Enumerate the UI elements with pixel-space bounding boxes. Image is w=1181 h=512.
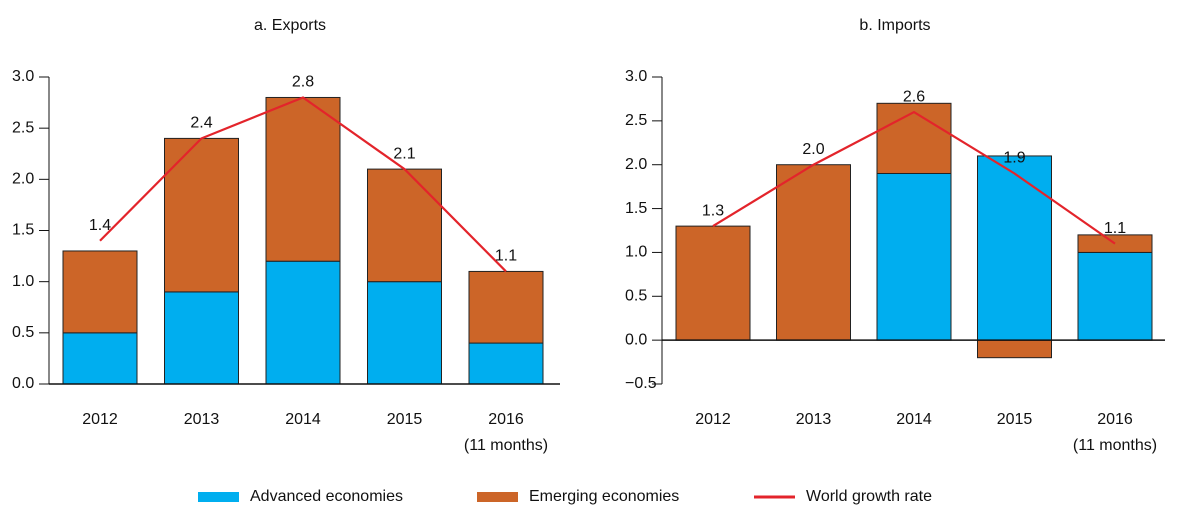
bar: [164, 291, 239, 385]
world-line: [99, 96, 507, 273]
y-tick-label: 2.0: [625, 156, 647, 173]
legend-swatch: [477, 492, 518, 502]
world-line: [712, 110, 1116, 245]
legend-label: World growth rate: [806, 488, 932, 505]
bar: [675, 225, 751, 341]
data-label: 2.8: [292, 74, 314, 91]
y-tick-label: 0.5: [625, 288, 647, 305]
x-tick-label: 2012: [82, 411, 118, 428]
y-tick-label: 2.5: [12, 119, 34, 136]
x-tick-label: 2014: [896, 411, 932, 428]
x-tick-label: 2016 (11 months): [1073, 411, 1157, 454]
bar: [265, 96, 341, 262]
data-label: 2.1: [393, 145, 415, 162]
chart-title: a. Exports: [254, 17, 326, 34]
y-tick-label: 2.5: [625, 112, 647, 129]
x-tick-label: 2015: [997, 411, 1033, 428]
bar: [265, 260, 341, 385]
y-tick-label: 0.0: [12, 375, 34, 392]
y-tick-label: 2.0: [12, 171, 34, 188]
y-tick-label: 1.0: [12, 273, 34, 290]
data-label: 1.4: [89, 217, 111, 234]
chart-title: b. Imports: [859, 17, 930, 34]
bar: [62, 250, 138, 334]
bar: [1077, 251, 1153, 341]
bar: [367, 168, 442, 283]
y-tick-label: 3.0: [625, 68, 647, 85]
y-tick-label: 1.0: [625, 244, 647, 261]
x-tick-label: 2013: [184, 411, 220, 428]
bar: [977, 339, 1052, 359]
data-label: 2.0: [802, 141, 824, 158]
y-tick-label: 0.5: [12, 324, 34, 341]
y-tick-label: 1.5: [625, 200, 647, 217]
x-tick-label: 2015: [387, 411, 423, 428]
x-tick-label: 2016 (11 months): [464, 411, 548, 454]
x-tick-label: 2013: [796, 411, 832, 428]
data-label: 1.1: [1104, 220, 1126, 237]
bar: [468, 270, 544, 344]
legend-label: Emerging economies: [529, 488, 679, 505]
data-label: 1.3: [702, 202, 724, 219]
bar: [876, 102, 952, 174]
data-label: 2.6: [903, 88, 925, 105]
y-tick-label: 3.0: [12, 68, 34, 85]
bar: [977, 155, 1052, 341]
data-label: 2.4: [190, 115, 212, 132]
y-tick-label: −0.5: [625, 375, 657, 392]
bar: [776, 164, 851, 341]
bar: [468, 342, 544, 385]
x-tick-label: 2014: [285, 411, 321, 428]
legend-swatch: [198, 492, 239, 502]
data-label: 1.9: [1003, 150, 1025, 167]
x-tick-label: 2012: [695, 411, 731, 428]
bar: [876, 172, 952, 341]
bar: [164, 137, 239, 293]
y-tick-label: 1.5: [12, 222, 34, 239]
bar: [367, 281, 442, 385]
y-tick-label: 0.0: [625, 331, 647, 348]
legend-label: Advanced economies: [250, 488, 403, 505]
data-label: 1.1: [495, 248, 517, 265]
bar: [62, 332, 138, 385]
